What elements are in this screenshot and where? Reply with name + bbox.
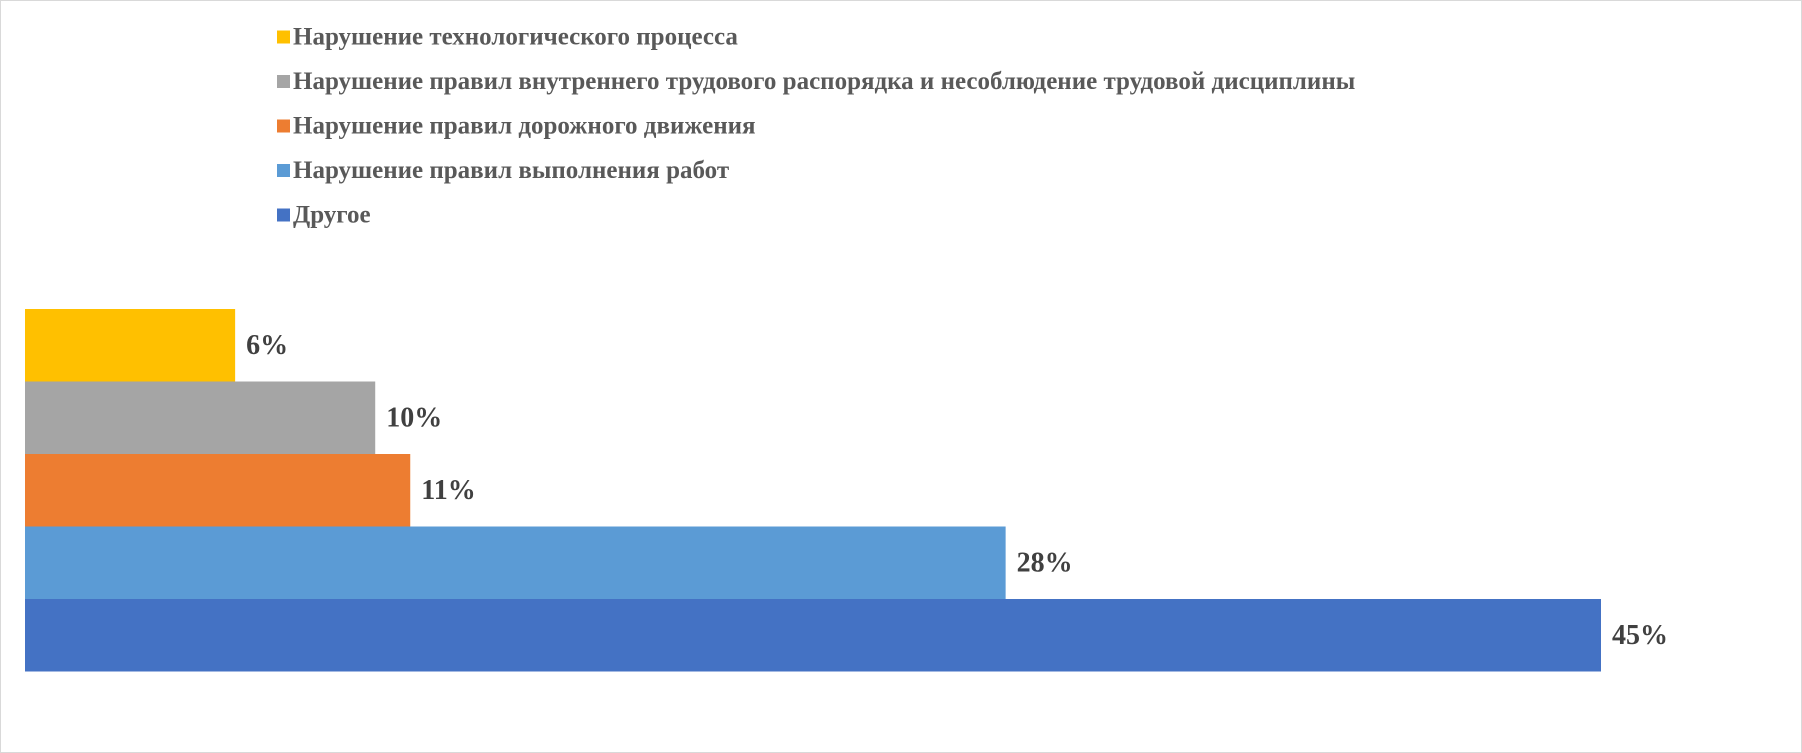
- bar: [25, 599, 1601, 672]
- legend-item: Нарушение технологического процесса: [277, 24, 738, 51]
- legend-label: Другое: [293, 202, 371, 229]
- legend-item: Нарушение правил внутреннего трудового р…: [277, 68, 1355, 95]
- legend-item: Нарушение правил выполнения работ: [277, 157, 729, 184]
- data-labels: 6% 10% 11% 28% 45%: [246, 330, 1668, 651]
- bar-value-label: 11%: [421, 475, 475, 506]
- bar-value-label: 45%: [1612, 620, 1668, 651]
- legend-label: Нарушение правил дорожного движения: [293, 113, 756, 140]
- bar: [25, 309, 236, 382]
- bar-value-label: 10%: [386, 402, 442, 433]
- bar-value-label: 6%: [246, 330, 288, 361]
- bar: [25, 454, 411, 527]
- legend-swatch: [277, 208, 290, 222]
- bar: [25, 526, 1006, 599]
- legend-label: Нарушение правил внутреннего трудового р…: [293, 68, 1355, 95]
- legend-swatch: [277, 164, 290, 177]
- legend-swatch: [277, 75, 290, 88]
- legend-item: Другое: [277, 202, 371, 229]
- bar-value-label: 28%: [1017, 547, 1073, 578]
- legend-label: Нарушение правил выполнения работ: [293, 157, 729, 184]
- legend: Нарушение технологического процесса Наруш…: [277, 24, 1355, 229]
- legend-swatch: [277, 30, 290, 44]
- bar: [25, 381, 376, 454]
- legend-swatch: [277, 119, 290, 133]
- bars: [25, 309, 1601, 672]
- legend-label: Нарушение технологического процесса: [293, 24, 738, 51]
- legend-item: Нарушение правил дорожного движения: [277, 113, 756, 140]
